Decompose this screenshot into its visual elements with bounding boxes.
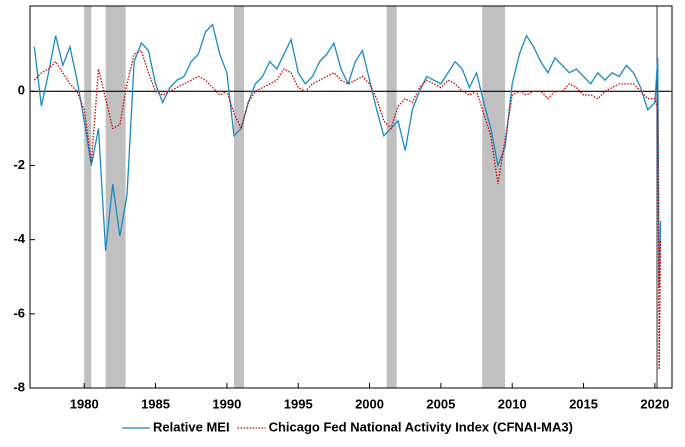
y-tick-label: -2	[13, 157, 25, 172]
recession-band	[234, 6, 244, 388]
x-tick-label: 1980	[70, 396, 99, 411]
legend-label: Relative MEI	[153, 419, 230, 434]
x-tick-label: 2020	[640, 396, 669, 411]
plot-frame	[29, 5, 673, 389]
y-tick-label: 0	[18, 83, 25, 98]
y-tick-label: -6	[13, 305, 25, 320]
x-tick-label: 2010	[498, 396, 527, 411]
series-line	[33, 49, 662, 370]
recession-band	[386, 6, 397, 388]
x-tick-label: 1990	[212, 396, 241, 411]
x-tick-label: 1995	[284, 396, 313, 411]
x-tick-label: 1985	[141, 396, 170, 411]
legend-label: Chicago Fed National Activity Index (CFN…	[269, 419, 573, 434]
recession-band	[105, 6, 126, 388]
x-tick-label: 2015	[569, 396, 598, 411]
y-tick-label: -8	[13, 379, 25, 394]
y-tick-label: -4	[13, 231, 25, 246]
series-line	[33, 23, 662, 288]
recession-band	[482, 6, 506, 388]
x-tick-label: 2005	[426, 396, 455, 411]
x-tick-label: 2000	[355, 396, 384, 411]
recession-band	[84, 6, 92, 388]
